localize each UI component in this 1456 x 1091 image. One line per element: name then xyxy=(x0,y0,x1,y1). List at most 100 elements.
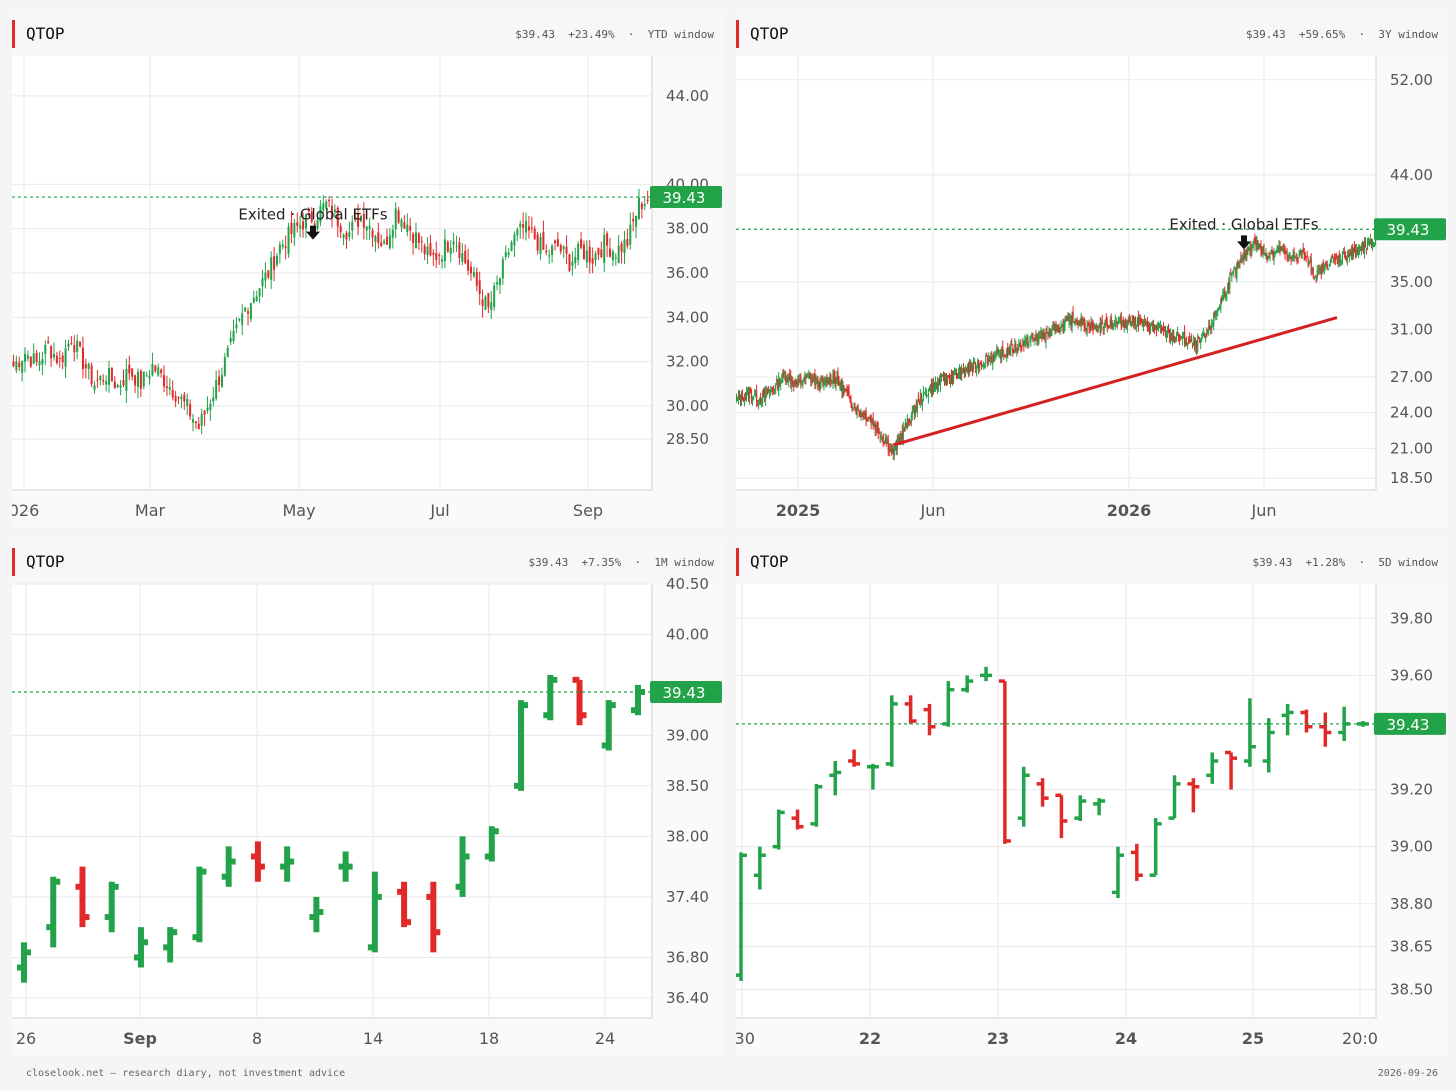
candle-body xyxy=(372,230,374,237)
candle-body xyxy=(1097,325,1098,333)
candle-body xyxy=(1343,253,1344,254)
candle-body xyxy=(629,224,631,244)
candle-body xyxy=(511,242,513,251)
y-tick-label: 38.65 xyxy=(1390,938,1433,956)
x-tick-label: 24 xyxy=(1115,1029,1137,1048)
candle-body xyxy=(508,253,510,256)
candle-body xyxy=(493,286,495,307)
candle-body xyxy=(125,369,127,391)
candle-body xyxy=(754,395,755,396)
candle-body xyxy=(1216,311,1217,317)
candle-body xyxy=(1174,337,1175,338)
candle-body xyxy=(1282,248,1283,249)
candle-body xyxy=(586,251,588,263)
y-tick-label: 30.00 xyxy=(666,397,709,415)
candle-body xyxy=(554,241,556,243)
3y-candlestick-chart[interactable]: 52.00 44.00 35.00 31.00 27.00 24.00 21.00 18.50… xyxy=(736,10,1448,528)
candle-body xyxy=(1158,328,1159,329)
candle-body xyxy=(877,422,878,427)
y-tick-label: 38.80 xyxy=(1390,895,1433,913)
candle-body xyxy=(953,375,954,383)
y-tick-label: 18.50 xyxy=(1390,469,1433,487)
1m-ohlc-chart[interactable]: 40.50 40.00 39.00 38.50 38.00 37.40 36.80 36.40… xyxy=(12,538,724,1056)
candle-body xyxy=(1035,336,1036,338)
candle-body xyxy=(464,251,466,263)
candle-body xyxy=(1068,317,1069,323)
candle-body xyxy=(1260,244,1261,251)
candle-body xyxy=(1207,329,1208,333)
candle-body xyxy=(757,401,758,402)
ytd-candlestick-chart[interactable]: 44.0040.0038.0036.0034.0032.0030.0028.50… xyxy=(12,10,724,528)
candle-body xyxy=(59,358,61,359)
candle-body xyxy=(1226,293,1227,295)
y-tick-label: 21.00 xyxy=(1390,439,1433,457)
candle-body xyxy=(290,223,292,234)
candle-body xyxy=(157,367,159,375)
candle-body xyxy=(1180,339,1181,340)
candle-body xyxy=(736,398,737,399)
x-tick-label: Mar xyxy=(135,501,166,520)
candle-body xyxy=(746,392,747,397)
candle-body xyxy=(986,356,987,357)
candle-body xyxy=(175,396,177,402)
candle-body xyxy=(1197,339,1198,352)
candle-body xyxy=(1209,325,1210,330)
candle-body xyxy=(519,224,521,227)
candle-body xyxy=(848,390,849,396)
candle-body xyxy=(1003,353,1004,354)
candle-body xyxy=(427,247,429,255)
candle-body xyxy=(923,391,924,401)
candle-body xyxy=(435,253,437,260)
candle-body xyxy=(1315,277,1316,278)
candle-body xyxy=(1113,324,1114,330)
y-tick-label: 39.80 xyxy=(1390,609,1433,627)
candle-body xyxy=(421,241,423,242)
candle-body xyxy=(424,246,426,254)
candle-body xyxy=(502,259,504,278)
candle-body xyxy=(621,243,623,251)
candle-body xyxy=(1167,330,1168,337)
candle-body xyxy=(623,239,625,253)
candle-body xyxy=(122,380,124,385)
candle-body xyxy=(366,226,368,230)
candle-body xyxy=(453,242,455,245)
candle-body xyxy=(597,248,599,255)
candle-body xyxy=(1313,268,1314,276)
candle-body xyxy=(276,256,278,265)
candle-body xyxy=(183,394,185,401)
candle-body xyxy=(505,252,507,257)
candle-body xyxy=(12,361,14,366)
candle-body xyxy=(169,387,171,390)
candle-body xyxy=(744,397,745,404)
candle-body xyxy=(1039,335,1040,338)
candle-body xyxy=(784,373,785,375)
x-tick-label: 8 xyxy=(252,1029,262,1048)
y-tick-label: 36.00 xyxy=(666,264,709,282)
candle-body xyxy=(1359,247,1360,250)
candle-body xyxy=(603,235,605,263)
y-tick-label: 24.00 xyxy=(1390,404,1433,422)
y-tick-label: 38.50 xyxy=(666,777,709,795)
last-price-label: 39.43 xyxy=(1387,716,1430,734)
candle-body xyxy=(647,200,649,201)
candle-body xyxy=(429,243,431,255)
y-tick-label: 34.00 xyxy=(666,308,709,326)
candle-body xyxy=(412,234,414,243)
candle-body xyxy=(904,429,905,431)
candle-body xyxy=(62,356,64,363)
candle-body xyxy=(389,235,391,248)
x-tick-label: Sep xyxy=(573,501,603,520)
page-footer: closelook.net — research diary, not inve… xyxy=(0,1059,1456,1091)
y-tick-label: 31.00 xyxy=(1390,320,1433,338)
5d-ohlc-chart[interactable]: 39.80 39.60 39.20 39.00 38.80 38.65 38.50:30 22… xyxy=(736,538,1448,1056)
candle-body xyxy=(238,319,240,320)
candle-body xyxy=(50,346,52,358)
candle-body xyxy=(85,364,87,368)
candle-body xyxy=(1047,335,1048,336)
candle-body xyxy=(1176,336,1177,340)
candle-body xyxy=(917,401,918,412)
candle-body xyxy=(618,246,620,263)
candle-body xyxy=(600,249,602,257)
candle-body xyxy=(1046,331,1047,333)
candle-body xyxy=(409,226,411,231)
